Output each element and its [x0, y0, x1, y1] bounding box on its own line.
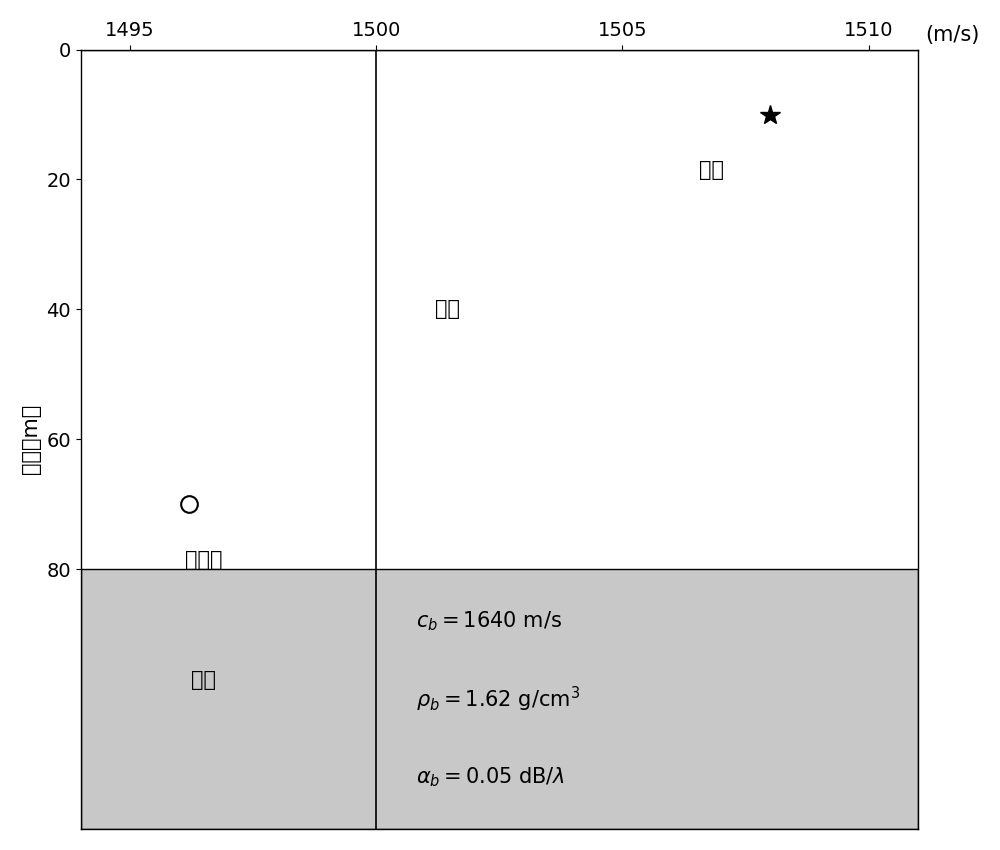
Text: 接收器: 接收器 — [185, 550, 223, 570]
Bar — [81, 570, 918, 829]
Text: $c_b = 1640$ m/s: $c_b = 1640$ m/s — [416, 609, 562, 633]
Y-axis label: 深度（m）: 深度（m） — [21, 405, 41, 474]
Text: 声速: 声速 — [435, 299, 460, 320]
Text: $\alpha_b = 0.05$ dB/$\lambda$: $\alpha_b = 0.05$ dB/$\lambda$ — [416, 765, 565, 789]
Text: (m/s): (m/s) — [925, 26, 979, 45]
Text: $\rho_b = 1.62$ g/cm$^3$: $\rho_b = 1.62$ g/cm$^3$ — [416, 684, 580, 714]
Text: 声源: 声源 — [699, 160, 724, 180]
Text: 海底: 海底 — [191, 670, 216, 689]
